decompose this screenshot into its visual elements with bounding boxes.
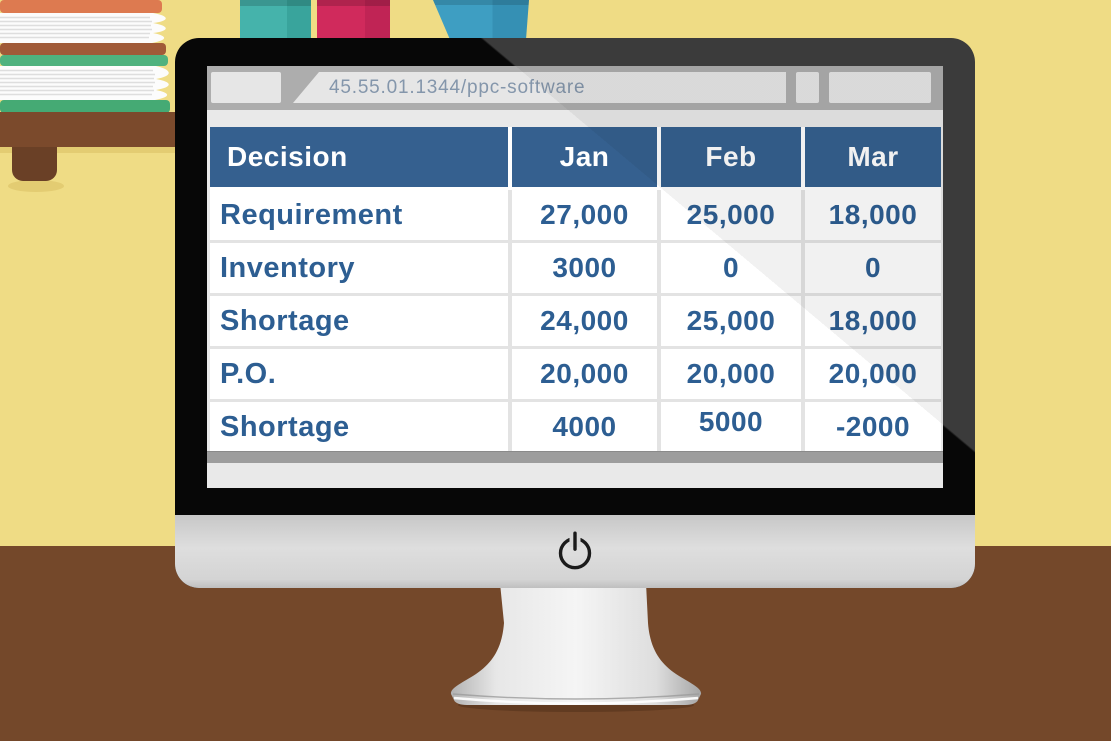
browser-button-wide[interactable] <box>829 72 931 103</box>
monitor-stand <box>450 583 702 712</box>
cell-value: 3000 <box>512 243 657 293</box>
stand-rim-highlight <box>453 696 699 705</box>
browser-button-small[interactable] <box>796 72 819 103</box>
browser-chrome: 45.55.01.1344/ppc-software <box>207 66 943 110</box>
cell-value: 5000 <box>661 402 801 452</box>
cell-value: 20,000 <box>805 349 941 399</box>
screen: 45.55.01.1344/ppc-software Decision Jan … <box>207 66 943 488</box>
bookshelf <box>0 0 177 192</box>
book-teal <box>240 0 311 40</box>
cell-value: 0 <box>805 243 941 293</box>
cell-value: -2000 <box>805 402 941 452</box>
stand-rim-line <box>452 693 700 700</box>
shelf-board <box>0 112 177 147</box>
stand-base <box>450 583 702 705</box>
header-cell-mar: Mar <box>805 127 941 187</box>
planning-table: Decision Jan Feb Mar Requirement 27,000 … <box>210 127 941 452</box>
table-header: Decision Jan Feb Mar <box>210 127 941 190</box>
power-icon <box>558 530 592 569</box>
power-button[interactable] <box>553 527 597 573</box>
cell-value: 0 <box>661 243 801 293</box>
cell-value: 24,000 <box>512 296 657 346</box>
monitor-bezel: 45.55.01.1344/ppc-software Decision Jan … <box>175 38 975 588</box>
shelf-shadow <box>0 147 177 153</box>
table-body: Requirement 27,000 25,000 18,000 Invento… <box>210 190 941 452</box>
header-cell-feb: Feb <box>661 127 801 187</box>
cell-value: 18,000 <box>805 296 941 346</box>
row-label: Shortage <box>210 402 508 452</box>
cell-value: 20,000 <box>512 349 657 399</box>
book-orange <box>0 0 166 55</box>
browser-tab-button[interactable] <box>211 72 281 103</box>
cell-value: 18,000 <box>805 190 941 240</box>
cell-value: 27,000 <box>512 190 657 240</box>
cell-value: 4000 <box>512 402 657 452</box>
bracket-shadow <box>8 180 64 192</box>
cell-value: 25,000 <box>661 190 801 240</box>
header-cell-decision: Decision <box>210 127 508 187</box>
url-text: 45.55.01.1344/ppc-software <box>329 76 586 98</box>
address-bar[interactable]: 45.55.01.1344/ppc-software <box>293 72 786 103</box>
row-label: Shortage <box>210 296 508 346</box>
header-cell-jan: Jan <box>512 127 657 187</box>
cell-value: 20,000 <box>661 349 801 399</box>
book-pink <box>317 0 390 40</box>
horizontal-scrollbar[interactable] <box>207 451 943 463</box>
shelf-bracket <box>12 147 57 181</box>
row-label: Inventory <box>210 243 508 293</box>
blue-cup <box>433 0 529 38</box>
book-green <box>0 55 170 113</box>
cell-value: 25,000 <box>661 296 801 346</box>
monitor-chin <box>175 515 975 588</box>
row-label: Requirement <box>210 190 508 240</box>
row-label: P.O. <box>210 349 508 399</box>
